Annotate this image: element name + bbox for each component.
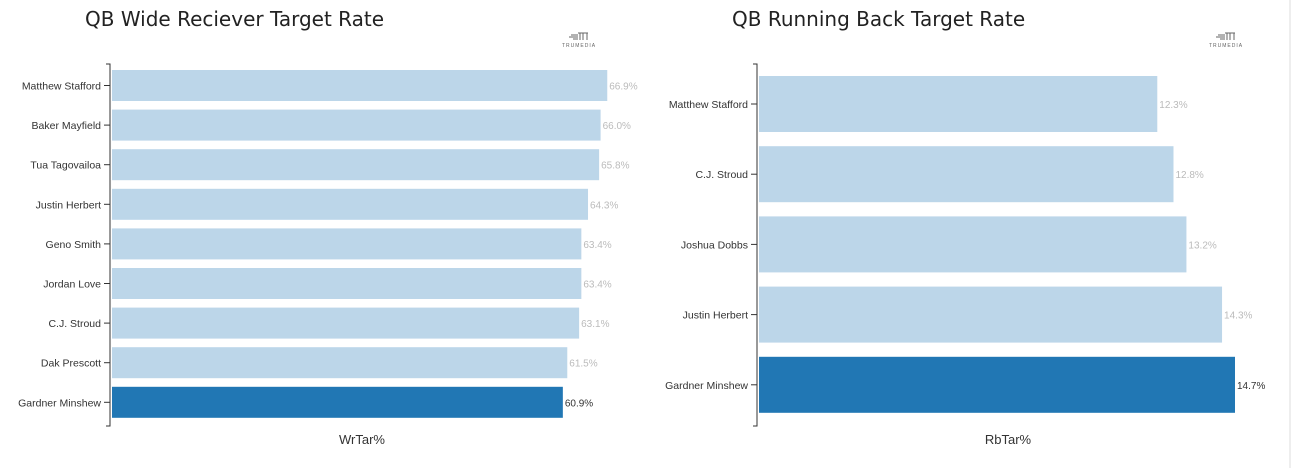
y-tick-label: Geno Smith [46, 239, 102, 251]
data-label: 63.4% [583, 280, 611, 291]
y-tick-label: Baker Mayfield [32, 120, 102, 132]
y-tick-label: Justin Herbert [36, 199, 101, 211]
y-tick-label: Gardner Minshew [18, 397, 101, 409]
data-label: 65.8% [601, 161, 629, 172]
data-label: 12.3% [1159, 100, 1187, 111]
y-tick-label: Matthew Stafford [669, 99, 748, 111]
x-axis-label: WrTar% [339, 432, 385, 447]
bar-7 [112, 347, 568, 379]
trumedia-logo: TRUMEDIA [562, 32, 596, 49]
y-tick-label: Tua Tagovailoa [30, 160, 101, 172]
y-tick-label: Matthew Stafford [22, 81, 101, 93]
chart-title: QB Wide Reciever Target Rate [85, 7, 384, 31]
bar-1 [112, 109, 601, 141]
chart-panel-0: QB Wide Reciever Target Rate TRUMEDIA Matt… [18, 7, 638, 447]
data-label: 12.8% [1175, 170, 1203, 181]
bar-4 [112, 228, 582, 260]
bar-2 [112, 149, 600, 181]
logo-mark-icon [569, 32, 588, 40]
y-tick-label: Joshua Dobbs [681, 239, 748, 251]
bar-4 [759, 356, 1235, 413]
logo-text: TRUMEDIA [1209, 43, 1243, 49]
bar-6 [112, 307, 580, 339]
data-label: 66.0% [603, 121, 631, 132]
data-label: 13.2% [1188, 240, 1216, 251]
logo-mark-icon [1216, 32, 1235, 40]
x-axis-label: RbTar% [985, 432, 1032, 447]
bar-3 [759, 286, 1223, 343]
chart-title: QB Running Back Target Rate [732, 7, 1025, 31]
y-tick-label: C.J. Stroud [48, 318, 101, 330]
chart-panel-1: QB Running Back Target Rate TRUMEDIA Matth… [665, 7, 1265, 447]
bar-3 [112, 188, 589, 220]
bar-1 [759, 146, 1174, 203]
data-label: 63.4% [583, 240, 611, 251]
bar-2 [759, 216, 1187, 273]
data-label: 60.9% [565, 398, 593, 409]
bar-0 [759, 76, 1158, 132]
logo-text: TRUMEDIA [562, 43, 596, 49]
bar-8 [112, 386, 563, 418]
data-label: 61.5% [569, 359, 597, 370]
data-label: 66.9% [609, 82, 637, 93]
y-tick-label: Jordan Love [43, 279, 101, 291]
y-tick-label: C.J. Stroud [695, 169, 748, 181]
y-axis-line [753, 63, 758, 427]
bar-5 [112, 268, 582, 299]
data-label: 64.3% [590, 200, 618, 211]
y-tick-label: Dak Prescott [41, 358, 101, 370]
y-tick-label: Gardner Minshew [665, 380, 748, 392]
y-tick-label: Justin Herbert [683, 310, 748, 322]
data-label: 14.7% [1237, 381, 1265, 392]
y-axis-line [106, 63, 111, 427]
trumedia-logo: TRUMEDIA [1209, 32, 1243, 49]
data-label: 63.1% [581, 319, 609, 330]
bar-0 [112, 70, 608, 101]
data-label: 14.3% [1224, 311, 1252, 322]
